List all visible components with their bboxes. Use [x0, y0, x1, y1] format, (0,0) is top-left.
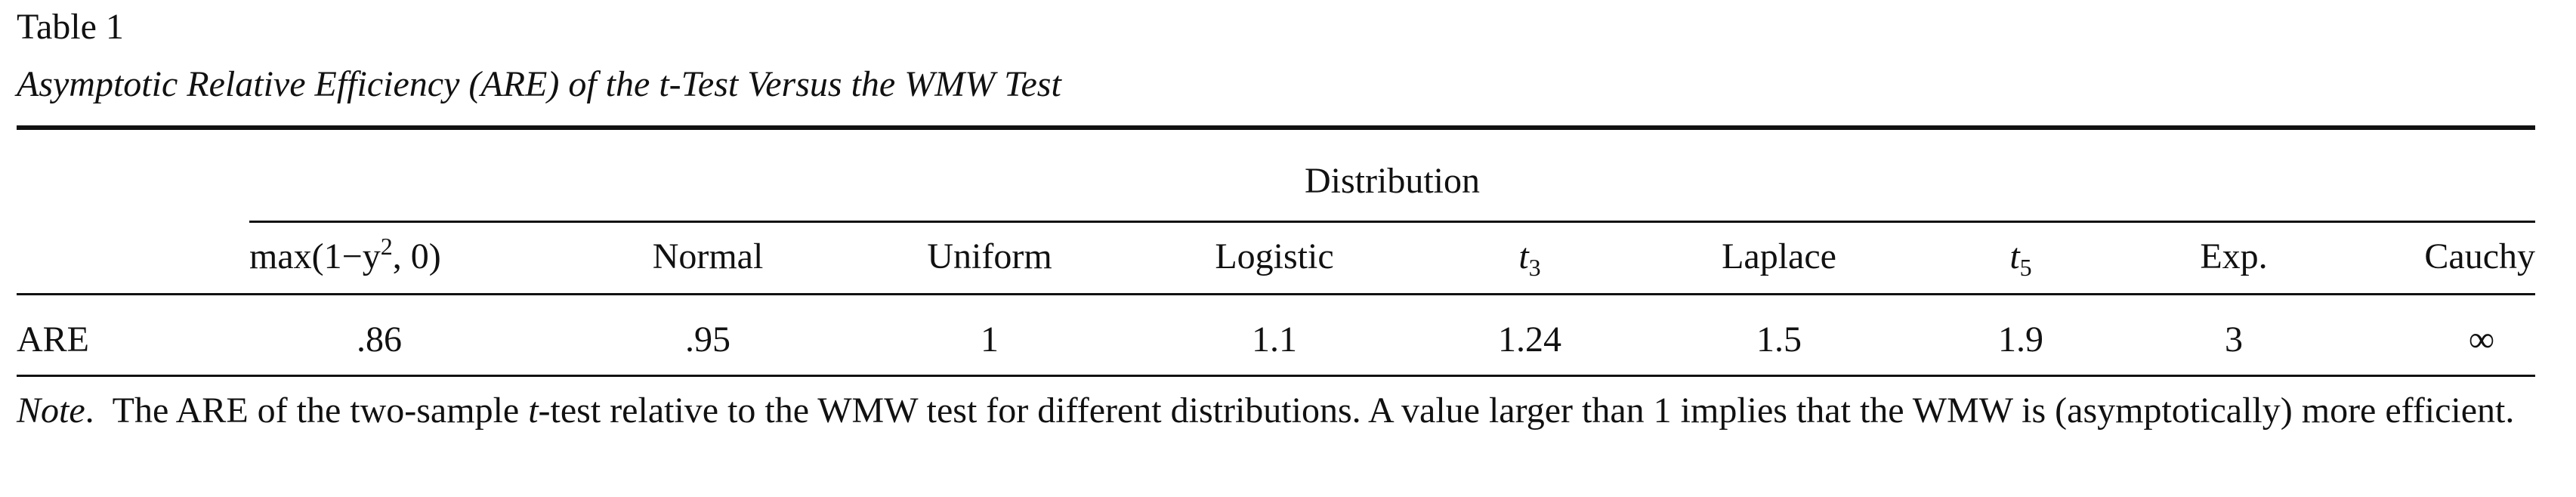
- column-header-normal: Normal: [652, 236, 764, 276]
- note-lead: Note: [17, 390, 85, 431]
- table-cell: .95: [685, 320, 730, 360]
- table-note: Note. The ARE of the two-sample t-test r…: [17, 390, 2515, 431]
- table-cell: 1.24: [1498, 320, 1561, 360]
- bottom-rule: [17, 375, 2535, 377]
- table-row: ARE .86 .95 1 1.1 1.24 1.5 1.9 3 ∞: [17, 317, 2535, 363]
- column-header-t5: t5: [2009, 236, 2032, 281]
- column-spanner-distribution: Distribution: [1304, 161, 1480, 201]
- table-block: Table 1 Asymptotic Relative Efficiency (…: [17, 0, 2535, 497]
- column-header-cauchy: Cauchy: [2424, 236, 2535, 276]
- column-header-exp: Exp.: [2200, 236, 2268, 276]
- column-header-max: max(1−y2, 0): [249, 233, 441, 276]
- table-cell: .86: [357, 320, 402, 360]
- table-title: Asymptotic Relative Efficiency (ARE) of …: [17, 64, 1061, 104]
- table-cell: ∞: [2468, 320, 2495, 360]
- header-rule: [17, 293, 2535, 295]
- table-cell: 1.9: [1998, 320, 2043, 360]
- table-number: Table 1: [17, 7, 124, 47]
- column-header-laplace: Laplace: [1722, 236, 1836, 276]
- column-header-t3: t3: [1518, 236, 1541, 281]
- column-header-uniform: Uniform: [927, 236, 1052, 276]
- table-cell: 3: [2225, 320, 2243, 360]
- table-cell: 1: [981, 320, 999, 360]
- header-row: max(1−y2, 0) Normal Uniform Logistic t3 …: [17, 234, 2535, 279]
- spanner-rule: [249, 221, 2535, 223]
- top-rule: [17, 125, 2535, 130]
- table-cell: 1.5: [1756, 320, 1802, 360]
- column-header-logistic: Logistic: [1215, 236, 1334, 276]
- table-cell: 1.1: [1252, 320, 1297, 360]
- row-label-are: ARE: [17, 320, 89, 360]
